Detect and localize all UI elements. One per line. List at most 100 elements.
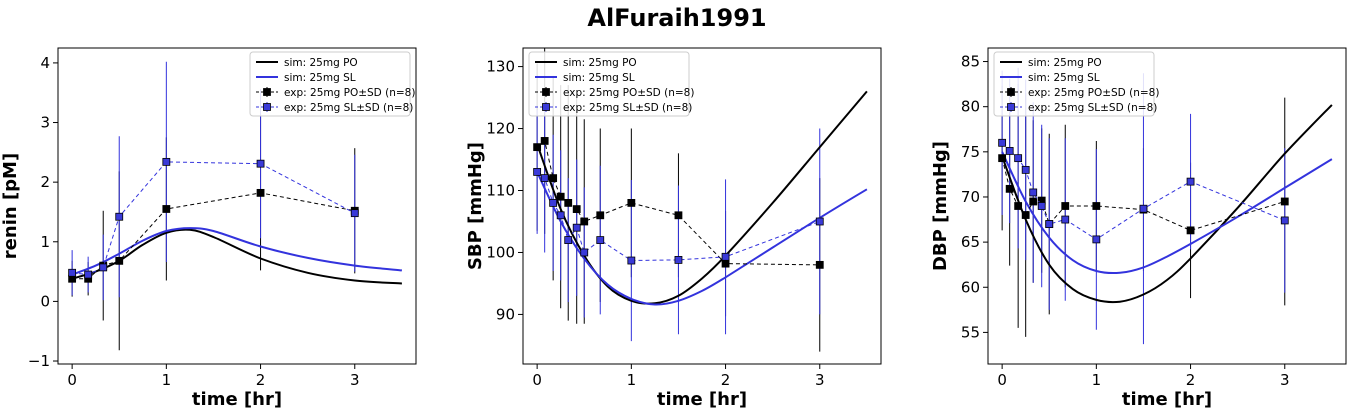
legend: sim: 25mg PO sim: 25mg SL exp: 25mg PO±SD … [249,51,415,117]
legend-box [528,51,690,117]
exp-marker [115,212,124,221]
exp-line [1001,142,1285,240]
sim-curve [1001,104,1333,304]
legend-box [993,51,1155,117]
exp-marker [533,143,542,152]
legend-marker [542,88,550,96]
x-axis-label: time [hr] [1122,389,1212,410]
exp-marker [162,157,171,166]
exp-marker [256,188,265,197]
exp-marker [1014,154,1023,163]
exp-marker [1061,215,1070,224]
exp-marker [540,174,549,183]
y-tick-label: 70 [961,188,980,206]
exp-marker [99,263,108,272]
legend-label: exp: 25mg SL±SD (n=8) [284,102,413,114]
y-tick-label: −1 [28,352,50,370]
x-axis-label: time [hr] [657,389,747,410]
exp-marker [549,199,558,207]
exp-marker [1021,211,1030,219]
legend: sim: 25mg PO sim: 25mg SL exp: 25mg PO±SD … [528,51,694,117]
sim-curve [536,171,868,306]
exp-marker [1045,220,1054,228]
y-tick-label: 85 [961,53,980,71]
x-tick-label: 2 [721,371,731,389]
plot-area [68,61,403,351]
sim-curve [71,228,402,285]
x-tick-label: 2 [1186,371,1196,389]
exp-marker [1014,202,1023,210]
exp-marker [1021,165,1030,174]
exp-marker [572,205,581,213]
legend-marker [1007,103,1015,111]
exp-marker [815,260,824,269]
exp-marker [572,223,581,232]
y-tick-label: 100 [486,243,515,261]
exp-marker [674,211,683,220]
exp-line [72,192,355,280]
exp-marker [998,138,1007,147]
exp-marker [1280,197,1289,206]
exp-marker [1092,202,1101,210]
y-tick-label: 110 [486,182,515,200]
exp-line [72,161,356,276]
exp-marker [1139,204,1148,213]
exp-marker [1037,202,1046,210]
exp-marker [674,256,683,264]
legend-label: exp: 25mg SL±SD (n=8) [1028,102,1157,114]
legend-label: exp: 25mg PO±SD (n=8) [1028,87,1159,99]
exp-marker [580,248,589,257]
plot-area [998,67,1333,345]
y-axis-label: renin [pM] [0,153,21,259]
exp-marker [350,209,359,218]
legend-marker [263,103,271,111]
figure-title: AlFuraih1991 [587,4,767,32]
y-tick-label: 55 [961,323,980,341]
x-tick-label: 3 [1280,371,1290,389]
legend-label: sim: 25mg PO [563,57,637,69]
legend-label: sim: 25mg SL [1028,72,1100,84]
exp-marker [1029,197,1038,206]
y-tick-label: 130 [486,58,515,76]
exp-marker [596,236,605,244]
plot-frame [522,47,882,365]
y-tick-label: 1 [40,233,50,251]
exp-marker [549,174,558,183]
exp-marker [721,259,730,268]
exp-marker [1005,147,1014,155]
exp-marker [533,168,542,176]
y-tick-label: 80 [961,98,980,116]
exp-marker [1061,202,1070,210]
exp-marker [540,137,549,145]
x-tick-label: 1 [627,371,637,389]
x-tick-label: 0 [997,371,1007,389]
exp-marker [815,217,824,226]
y-tick-label: 65 [961,233,980,251]
x-axis-label: time [hr] [192,389,282,410]
legend-label: sim: 25mg SL [563,72,635,84]
exp-marker [721,252,730,261]
x-tick-label: 3 [815,371,825,389]
exp-marker [564,236,573,244]
legend-label: exp: 25mg PO±SD (n=8) [563,87,694,99]
sbp-chart: 0 1 2 3 90 100 110 120 130 time [hr] SBP [mmHg] sim… [465,47,882,410]
y-tick-label: 4 [40,54,50,72]
legend-marker [263,88,271,96]
x-tick-label: 2 [256,371,266,389]
exp-line [1001,157,1285,231]
y-tick-label: 75 [961,143,980,161]
x-tick-label: 1 [1092,371,1102,389]
exp-marker [68,268,77,277]
y-tick-label: 0 [40,292,50,310]
dbp-chart: 0 1 2 3 55 60 65 70 75 80 85 time [hr] DBP [mmHg] sim… [930,47,1347,410]
y-axis-label: SBP [mmHg] [465,142,486,270]
exp-marker [1005,184,1014,193]
exp-marker [627,199,636,207]
plot-frame [987,47,1347,365]
exp-marker [580,217,589,226]
legend-box [249,51,411,117]
y-axis-label: DBP [mmHg] [930,141,951,271]
legend-label: exp: 25mg PO±SD (n=8) [284,87,415,99]
plot-frame [57,47,417,365]
